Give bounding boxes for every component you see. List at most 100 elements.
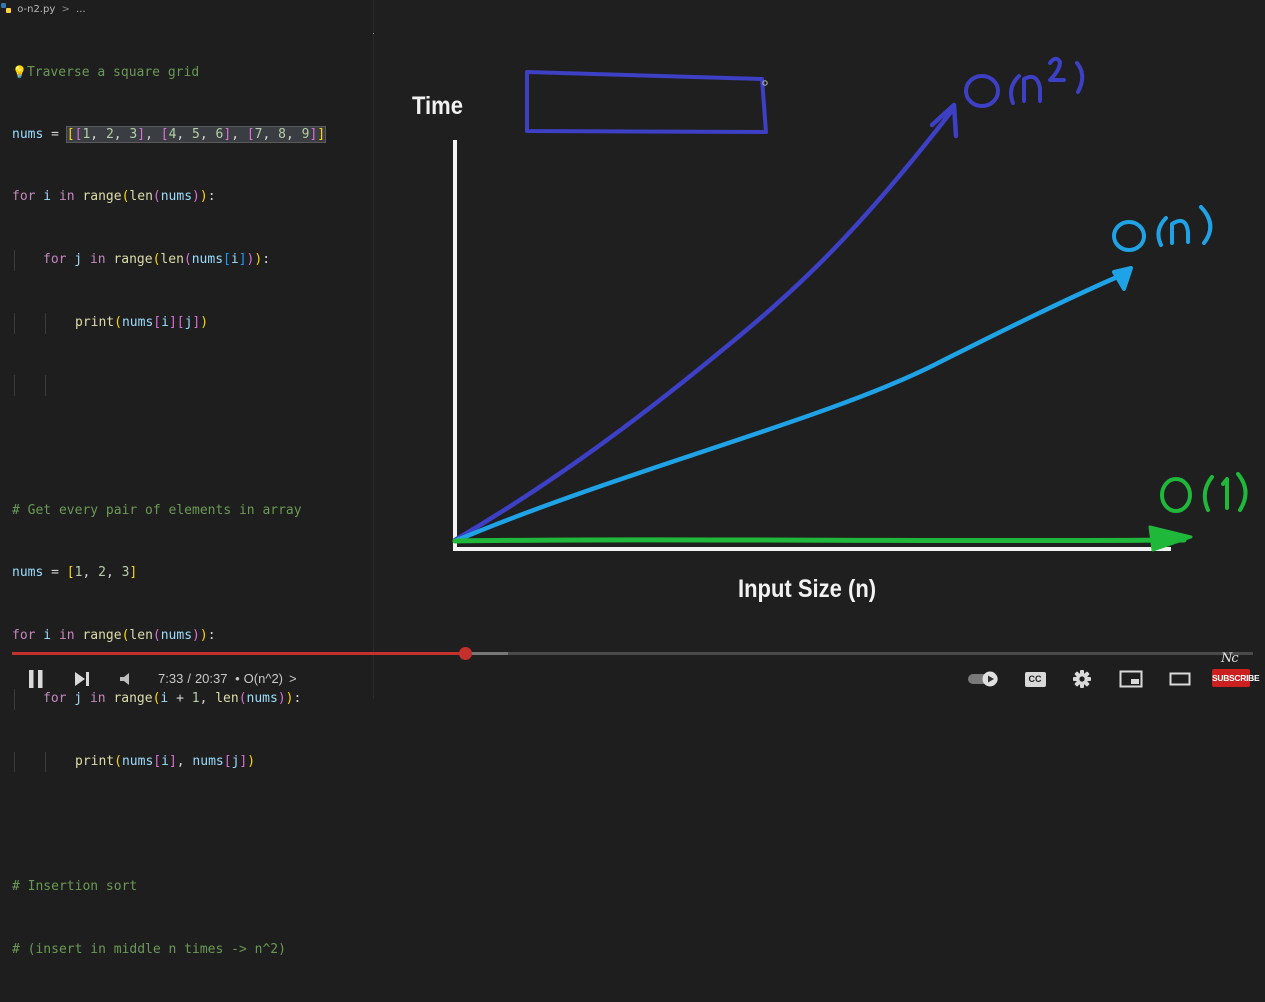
code-token: for (43, 251, 67, 267)
linear-arrowhead (1112, 266, 1133, 291)
code-token: ] (137, 126, 146, 142)
code-token: , (262, 126, 279, 142)
theater-mode-button[interactable] (1166, 666, 1194, 692)
code-token: i (230, 251, 239, 267)
code-token: ( (152, 189, 161, 205)
breadcrumb-ellipsis[interactable]: ... (76, 4, 86, 15)
code-token: ) (192, 189, 200, 205)
code-token: [ (223, 753, 232, 769)
code-token: for (12, 189, 36, 205)
code-token: ] (223, 126, 232, 142)
code-token: ) (199, 189, 208, 205)
comment-text: Traverse a square grid (26, 64, 200, 80)
code-token: + (168, 690, 192, 706)
code-token: [ (153, 314, 162, 330)
comment-text: # Get every pair of elements in array (12, 502, 302, 518)
miniplayer-icon (1119, 670, 1143, 688)
code-token: ] (192, 314, 201, 330)
settings-button[interactable] (1069, 666, 1095, 692)
code-token: in (58, 189, 75, 205)
chevron-right-icon[interactable]: > (289, 671, 297, 686)
lightbulb-icon[interactable]: 💡 (12, 64, 27, 79)
code-token: for (12, 628, 36, 644)
code-line: print(nums[i], nums[j]) (12, 751, 325, 773)
miniplayer-button[interactable] (1117, 666, 1145, 692)
code-token: ] (238, 251, 247, 267)
code-token: ( (121, 189, 130, 205)
code-token: ] (129, 565, 138, 581)
constant-curve (452, 537, 1187, 544)
code-token: i (160, 690, 169, 706)
code-token: nums (192, 753, 224, 769)
code-token: , (113, 126, 130, 142)
time-current: 7:33 (158, 671, 184, 686)
code-token: in (89, 251, 106, 267)
code-token: nums (121, 753, 154, 769)
code-token: range (74, 189, 122, 205)
next-button[interactable] (69, 666, 95, 692)
code-token: , (176, 126, 193, 142)
code-line: for i in range(len(nums)): (12, 187, 325, 208)
code-token: 6 (215, 126, 224, 142)
subscribe-button[interactable]: SUBSCRIBE (1212, 669, 1260, 687)
quadratic-curve (452, 105, 957, 543)
code-line: # (insert in middle n times -> n^2) (12, 940, 325, 961)
code-token: [ (176, 314, 185, 330)
autoplay-toggle[interactable] (966, 666, 1002, 692)
pause-icon (29, 670, 43, 688)
volume-button[interactable] (115, 666, 139, 692)
code-token: [ (246, 126, 255, 142)
code-token: 7 (254, 126, 263, 142)
subscribe-watermark[interactable]: Nc SUBSCRIBE (1212, 651, 1260, 689)
code-editor: o-n2.py > ... 💡Traverse a square grid nu… (0, 0, 374, 957)
indent-guide (14, 751, 15, 773)
code-token: ( (152, 690, 161, 706)
code-token: nums (191, 251, 224, 267)
chapter-title[interactable]: O(n^2) (243, 671, 284, 686)
code-token: nums (160, 189, 193, 205)
code-token: print (75, 753, 115, 769)
code-token: print (75, 314, 115, 330)
drawing-canvas: Time Input Size (n) (374, 0, 1265, 660)
label-constant (1160, 472, 1248, 513)
code-token: 1 (191, 690, 200, 706)
code-token: range (105, 251, 153, 267)
label-quadratic (964, 56, 1085, 108)
x-axis-label: Input Size (n) (738, 575, 877, 603)
code-token: i (161, 753, 169, 769)
code-token: 8 (278, 126, 286, 142)
progress-bar[interactable] (12, 647, 1253, 660)
breadcrumb[interactable]: o-n2.py > ... (0, 0, 373, 20)
code-token: ) (277, 690, 286, 706)
constant-arrowhead (1148, 525, 1193, 552)
code-token: ] (168, 753, 177, 769)
code-token: ( (114, 753, 122, 769)
captions-button[interactable]: CC (1022, 666, 1048, 692)
drawn-box (525, 70, 768, 134)
breadcrumb-file[interactable]: o-n2.py (17, 4, 56, 15)
code-token: ) (254, 251, 263, 267)
code-token: ) (285, 690, 294, 706)
code-token: , (199, 690, 216, 706)
progress-scrubber[interactable] (459, 647, 472, 660)
code-token: ) (247, 753, 256, 769)
channel-logo: Nc (1221, 651, 1239, 666)
code-token: ( (183, 251, 192, 267)
code-token: ] (239, 753, 248, 769)
code-token: , (231, 126, 247, 142)
code-token: = (43, 565, 67, 581)
y-axis-label: Time (412, 92, 463, 120)
indent-guide (45, 751, 46, 773)
code-token: ) (199, 628, 208, 644)
code-token: = (43, 126, 67, 142)
code-token: 9 (301, 126, 310, 142)
code-block[interactable]: 💡Traverse a square grid nums = [[1, 2, 3… (12, 20, 327, 1002)
code-token: [ (66, 126, 75, 142)
code-token: ) (246, 251, 255, 267)
code-token: ( (152, 628, 161, 644)
next-icon (75, 672, 89, 686)
sketch-layer (452, 56, 1248, 552)
code-line: # Get every pair of elements in array (12, 501, 325, 522)
pause-button[interactable] (22, 666, 50, 692)
code-token: : (207, 189, 216, 205)
